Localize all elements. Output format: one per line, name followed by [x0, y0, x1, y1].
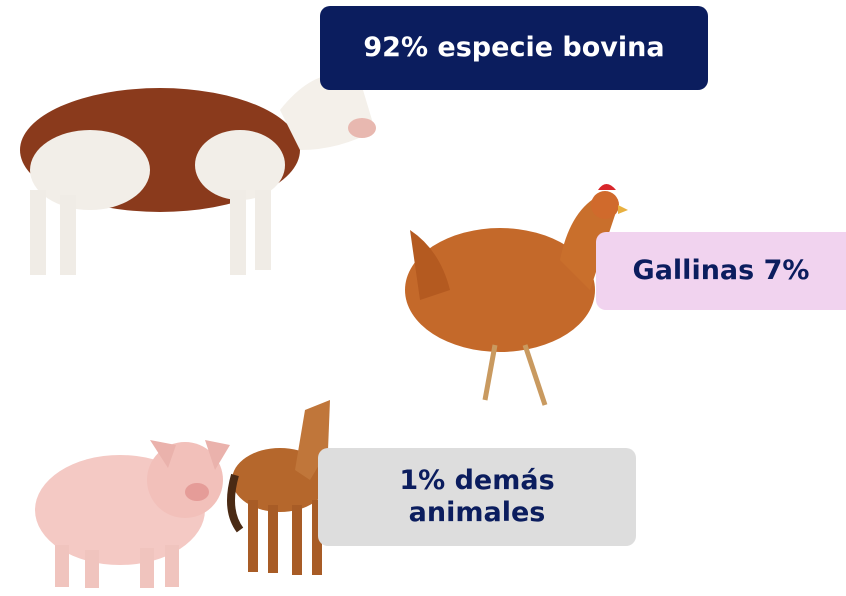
chicken — [405, 184, 628, 406]
horse — [227, 400, 330, 575]
label-text: 92% especie bovina — [363, 31, 665, 63]
label-text: 1% demás — [399, 464, 555, 496]
label-box: Gallinas 7% — [596, 232, 846, 310]
label-box: 92% especie bovina — [320, 6, 708, 90]
pig — [35, 440, 230, 588]
label-text: animales — [408, 497, 546, 528]
cow — [20, 74, 376, 275]
label-text: Gallinas 7% — [632, 254, 810, 286]
label-box: 1% demás animales — [318, 448, 636, 546]
